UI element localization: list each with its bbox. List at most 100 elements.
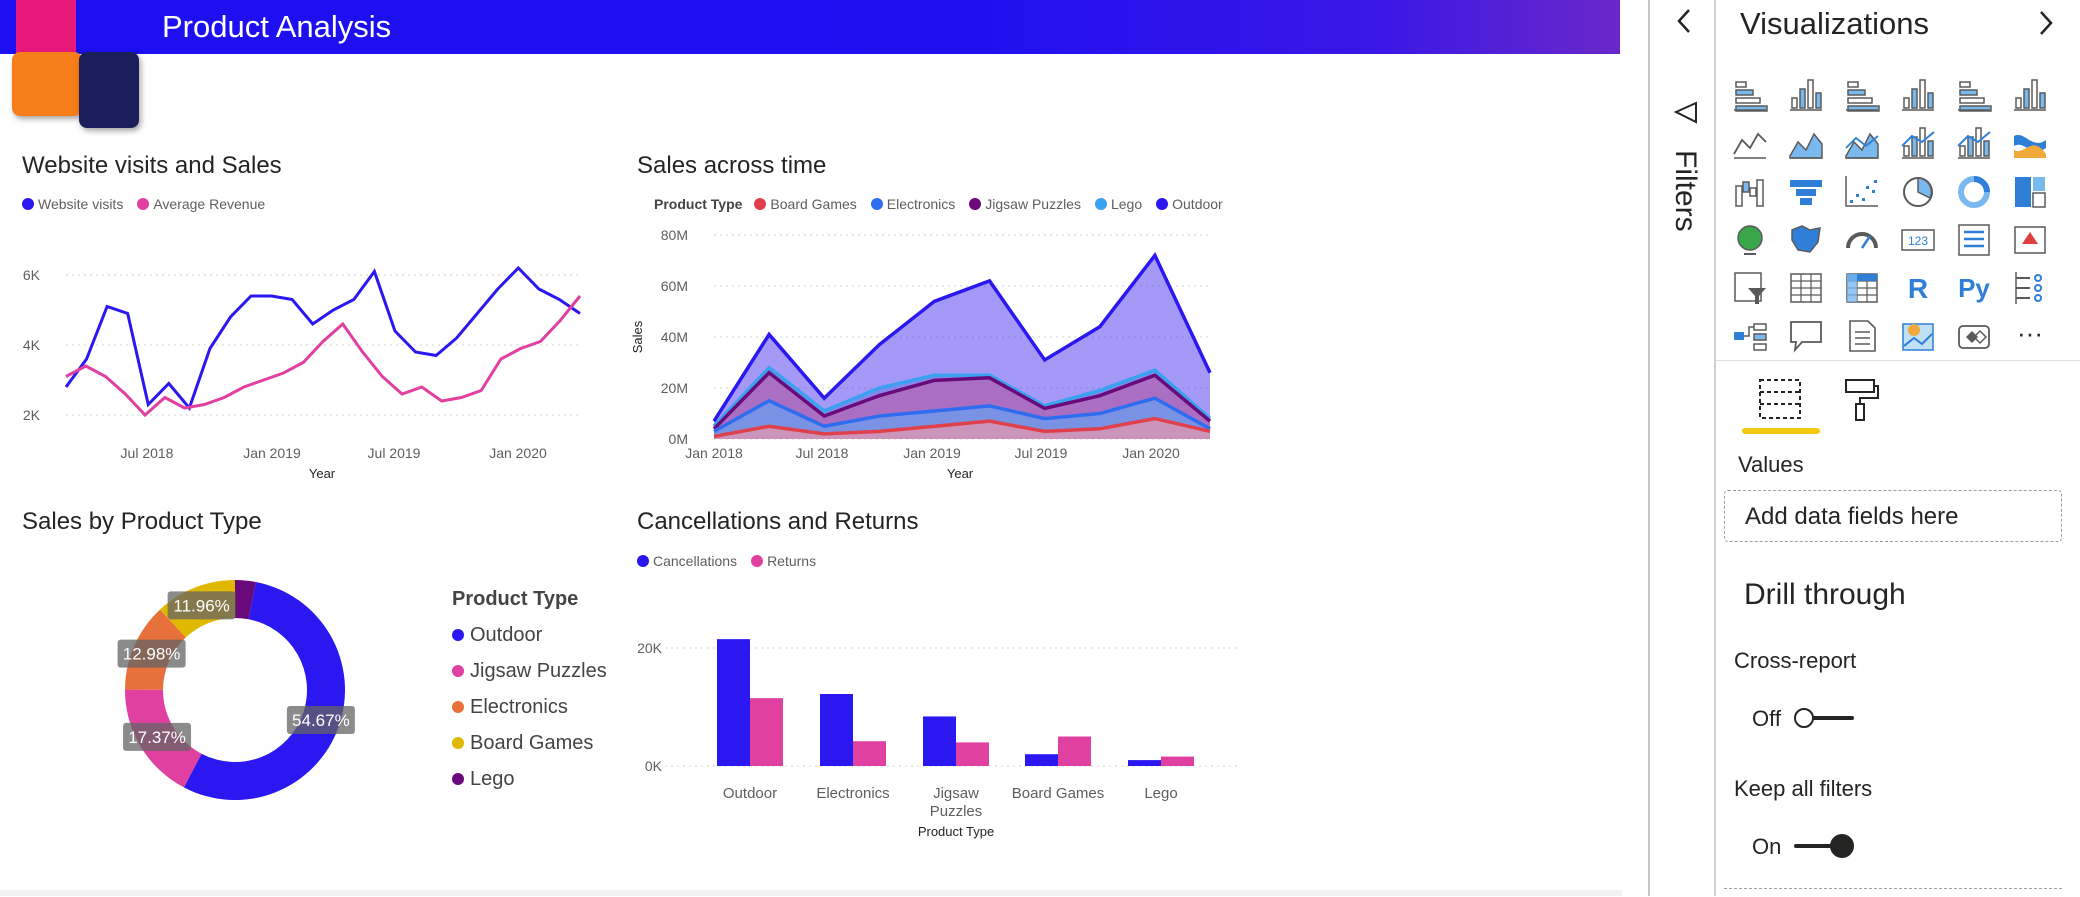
stacked-bar-chart-icon[interactable] — [1732, 78, 1768, 114]
area-chart-icon[interactable] — [1788, 126, 1824, 162]
series-line — [712, 370, 1212, 431]
cancel-chart-title: Cancellations and Returns — [637, 508, 919, 535]
toggle-track — [1804, 716, 1854, 720]
legend-item[interactable]: Lego — [452, 761, 607, 797]
funnel-chart-icon[interactable] — [1788, 174, 1824, 210]
100pct-bar-chart-icon[interactable] — [1956, 78, 1992, 114]
y-axis-title: Sales — [630, 320, 645, 353]
stacked-area-chart-icon[interactable] — [1844, 126, 1880, 162]
bar — [717, 639, 750, 766]
add-data-fields-well[interactable]: Add data fields here — [1724, 490, 2062, 542]
bar — [1128, 760, 1161, 766]
stacked-column-chart-icon[interactable] — [1788, 78, 1824, 114]
ellipsis: ··· — [2017, 318, 2043, 348]
legend-item-lego[interactable]: Lego — [1094, 196, 1142, 212]
filters-pane-label[interactable]: Filters — [1669, 150, 1702, 232]
x-axis-title: Year — [309, 466, 336, 481]
pie-chart-icon[interactable] — [1900, 174, 1936, 210]
sales-donut-chart[interactable]: 54.67% 17.37% 12.98% 11.96% — [100, 570, 370, 810]
data-label-bg — [286, 706, 355, 735]
r-visual-icon[interactable]: R — [1900, 270, 1936, 306]
data-label: 12.98% — [123, 645, 181, 664]
qa-icon[interactable] — [1788, 318, 1824, 354]
legend-item[interactable]: Outdoor — [452, 617, 607, 653]
ribbon-chart-icon[interactable] — [2012, 126, 2048, 162]
clustered-bar-chart-icon[interactable] — [1844, 78, 1880, 114]
y-tick-label: 4K — [23, 337, 41, 353]
treemap-icon[interactable] — [2012, 174, 2048, 210]
arcgis-map-icon[interactable] — [1900, 318, 1936, 354]
legend-label: Board Games — [470, 731, 594, 754]
legend-label: Board Games — [770, 196, 857, 212]
decomposition-tree-icon[interactable] — [1732, 318, 1768, 354]
legend-item[interactable]: Board Games — [452, 725, 607, 761]
donut-chart-legend: Product Type Outdoor Jigsaw Puzzles Electr… — [452, 588, 607, 797]
legend-dot — [452, 773, 464, 785]
x-tick-label: Board Games — [1012, 785, 1105, 802]
slicer-icon[interactable] — [1732, 270, 1768, 306]
legend-title: Product Type — [452, 588, 579, 610]
100pct-column-chart-icon[interactable] — [2012, 78, 2048, 114]
scatter-chart-icon[interactable] — [1844, 174, 1880, 210]
collapse-filters-chevron-icon[interactable] — [1674, 4, 1694, 45]
card-digits: 123 — [1908, 234, 1928, 248]
values-label: Values — [1738, 452, 1804, 477]
legend-item[interactable]: Electronics — [452, 689, 607, 725]
legend-item-outdoor[interactable]: Outdoor — [1156, 196, 1223, 212]
format-paint-roller-icon[interactable] — [1840, 376, 1880, 427]
line-chart-icon[interactable] — [1732, 126, 1768, 162]
more-visuals-icon[interactable]: ··· — [2012, 318, 2048, 354]
y-tick-label: 80M — [661, 227, 688, 243]
legend-dot — [1094, 198, 1107, 210]
visits-line-chart[interactable]: 6K 4K 2K Jul 2018 Jan 2019 Jul 2019 Jan 2020 Ye… — [0, 220, 600, 490]
line-column-chart-icon[interactable] — [1900, 126, 1936, 162]
card-icon[interactable]: 123 — [1900, 222, 1936, 258]
map-icon[interactable] — [1732, 222, 1768, 258]
legend-label: Jigsaw Puzzles — [985, 196, 1081, 212]
legend-item-website-visits[interactable]: Website visits — [22, 196, 123, 212]
y-tick-label: 20M — [661, 380, 688, 396]
legend-dot — [1156, 198, 1169, 210]
legend-item[interactable]: Jigsaw Puzzles — [452, 653, 607, 689]
legend-item-electronics[interactable]: Electronics — [870, 196, 955, 212]
legend-dot — [870, 198, 883, 210]
report-canvas: Product Analysis Website visits and Sale… — [0, 0, 1620, 850]
legend-item-cancellations[interactable]: Cancellations — [637, 553, 737, 569]
logo-orange-square — [12, 52, 82, 116]
gauge-icon[interactable] — [1844, 222, 1880, 258]
x-tick-label: Jul 2018 — [796, 445, 849, 461]
page-tabs-strip — [0, 890, 1622, 896]
expand-pane-chevron-icon[interactable] — [2036, 6, 2056, 45]
series-line — [712, 252, 1212, 423]
x-tick-label: Jul 2019 — [1015, 445, 1068, 461]
filled-map-icon[interactable] — [1788, 222, 1824, 258]
legend-item-average-revenue[interactable]: Average Revenue — [137, 196, 265, 212]
keep-all-filters-toggle[interactable] — [1794, 834, 1856, 858]
line-clustered-column-chart-icon[interactable] — [1956, 126, 1992, 162]
donut-chart-icon[interactable] — [1956, 174, 1992, 210]
key-influencers-icon[interactable] — [2012, 270, 2048, 306]
bar — [923, 716, 956, 766]
clustered-column-chart-icon[interactable] — [1900, 78, 1936, 114]
waterfall-chart-icon[interactable] — [1732, 174, 1768, 210]
series-line — [65, 295, 582, 418]
cross-report-toggle[interactable] — [1794, 706, 1856, 730]
legend-item-jigsaw-puzzles[interactable]: Jigsaw Puzzles — [969, 196, 1081, 212]
python-visual-icon[interactable]: Py — [1956, 270, 1992, 306]
bar — [1058, 736, 1091, 766]
smart-narrative-icon[interactable] — [1844, 318, 1880, 354]
table-icon[interactable] — [1788, 270, 1824, 306]
kpi-icon[interactable] — [2012, 222, 2048, 258]
y-tick-label: 0K — [645, 758, 663, 774]
multi-row-card-icon[interactable] — [1956, 222, 1992, 258]
matrix-icon[interactable] — [1844, 270, 1880, 306]
legend-label: Lego — [470, 767, 515, 790]
x-tick-label: Jul 2018 — [121, 445, 174, 461]
power-apps-icon[interactable] — [1956, 318, 1992, 354]
legend-item-returns[interactable]: Returns — [751, 553, 816, 569]
series-line — [712, 365, 1212, 428]
legend-item-board-games[interactable]: Board Games — [754, 196, 857, 212]
fields-tab-icon[interactable] — [1756, 376, 1804, 427]
